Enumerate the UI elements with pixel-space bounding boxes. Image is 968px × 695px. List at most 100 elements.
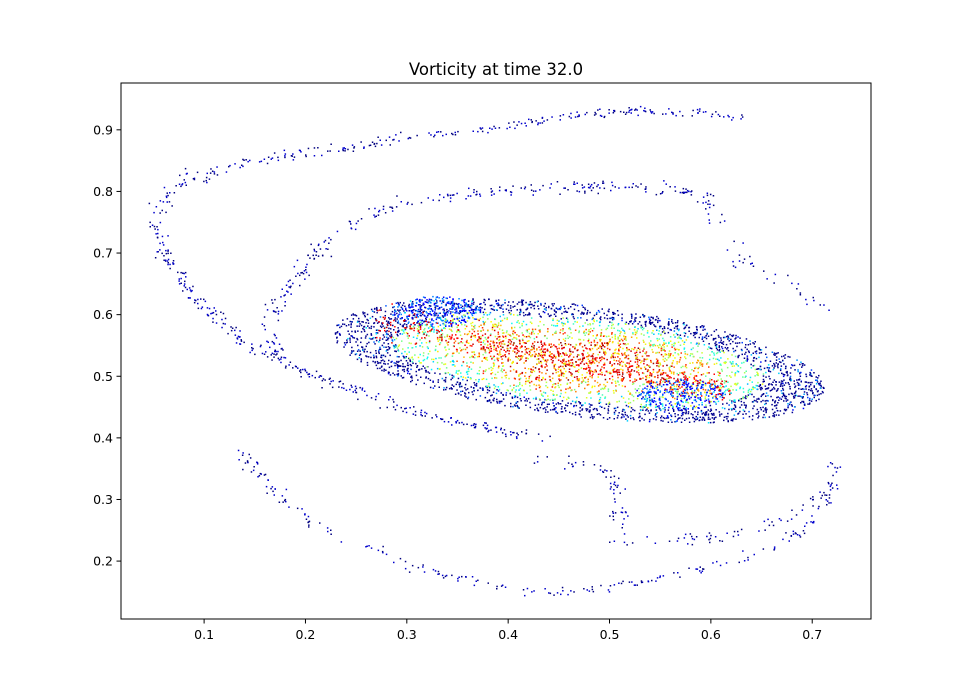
scatter-point <box>407 337 409 339</box>
scatter-point <box>305 271 308 274</box>
scatter-point <box>330 529 332 531</box>
scatter-point <box>662 575 665 577</box>
scatter-point <box>649 404 652 407</box>
scatter-point <box>396 333 398 336</box>
scatter-point <box>549 353 552 356</box>
scatter-point <box>618 350 620 352</box>
scatter-point <box>636 356 638 359</box>
scatter-point <box>723 361 725 364</box>
scatter-point <box>427 327 430 329</box>
scatter-point <box>284 155 286 157</box>
scatter-point <box>517 405 519 408</box>
scatter-point <box>519 377 522 380</box>
scatter-point <box>392 139 394 141</box>
scatter-point <box>406 326 408 328</box>
scatter-point <box>656 351 659 354</box>
scatter-point <box>758 398 760 400</box>
scatter-point <box>280 361 282 364</box>
scatter-point <box>592 359 595 361</box>
scatter-point <box>549 592 552 595</box>
scatter-point <box>488 298 490 301</box>
scatter-point <box>497 336 500 338</box>
scatter-point <box>516 349 519 352</box>
scatter-point <box>586 311 589 314</box>
scatter-point <box>727 420 729 423</box>
scatter-point <box>314 376 316 379</box>
scatter-point <box>713 354 716 356</box>
scatter-point <box>525 323 528 326</box>
scatter-point <box>274 350 276 353</box>
scatter-point <box>564 187 566 189</box>
scatter-point <box>592 417 594 420</box>
scatter-point <box>560 389 562 392</box>
scatter-point <box>589 392 591 394</box>
scatter-point <box>651 332 653 334</box>
scatter-point <box>516 303 519 305</box>
scatter-point <box>678 361 681 363</box>
scatter-point <box>645 358 647 361</box>
scatter-point <box>734 401 736 403</box>
scatter-point <box>414 354 416 356</box>
scatter-point <box>419 345 421 347</box>
scatter-point <box>385 320 388 322</box>
scatter-point <box>472 130 474 132</box>
scatter-point <box>621 416 623 418</box>
scatter-point <box>573 376 576 378</box>
scatter-point <box>159 212 161 214</box>
scatter-point <box>647 381 649 384</box>
scatter-point <box>584 381 587 384</box>
scatter-point <box>486 386 488 389</box>
scatter-point <box>735 337 737 339</box>
scatter-point <box>387 343 390 345</box>
scatter-point <box>464 324 466 326</box>
scatter-point <box>774 273 777 276</box>
scatter-point <box>276 307 278 309</box>
scatter-point <box>419 319 421 321</box>
scatter-point <box>749 379 751 382</box>
scatter-point <box>701 413 703 415</box>
scatter-point <box>791 393 794 395</box>
scatter-point <box>656 329 658 331</box>
scatter-point <box>542 310 545 313</box>
scatter-point <box>521 299 523 301</box>
scatter-point <box>828 482 830 485</box>
scatter-point <box>775 407 778 409</box>
scatter-point <box>368 144 371 147</box>
scatter-point <box>529 301 532 303</box>
scatter-point <box>771 388 774 390</box>
scatter-point <box>662 372 665 374</box>
scatter-point <box>717 334 720 337</box>
scatter-point <box>607 408 609 410</box>
scatter-point <box>765 376 767 378</box>
scatter-point <box>609 515 611 517</box>
scatter-point <box>534 367 537 369</box>
scatter-point <box>502 362 504 364</box>
scatter-point <box>363 351 366 353</box>
scatter-point <box>200 298 202 300</box>
scatter-point <box>304 513 306 515</box>
scatter-point <box>627 343 629 345</box>
scatter-point <box>516 432 518 434</box>
scatter-point <box>402 324 405 326</box>
scatter-point <box>351 144 354 146</box>
scatter-point <box>162 241 164 244</box>
scatter-point <box>818 393 820 396</box>
scatter-point <box>466 365 468 367</box>
scatter-point <box>491 128 493 130</box>
scatter-point <box>639 105 642 108</box>
scatter-point <box>704 396 707 398</box>
scatter-point <box>507 304 509 307</box>
scatter-point <box>733 530 736 533</box>
scatter-point <box>754 346 756 348</box>
scatter-point <box>732 389 734 391</box>
scatter-point <box>662 416 665 419</box>
scatter-point <box>741 116 744 118</box>
scatter-point <box>721 342 723 344</box>
scatter-point <box>709 347 712 349</box>
scatter-point <box>621 410 624 412</box>
scatter-point <box>773 353 775 356</box>
scatter-point <box>695 536 698 538</box>
scatter-point <box>715 329 718 331</box>
scatter-point <box>735 389 738 391</box>
scatter-point <box>621 327 623 330</box>
